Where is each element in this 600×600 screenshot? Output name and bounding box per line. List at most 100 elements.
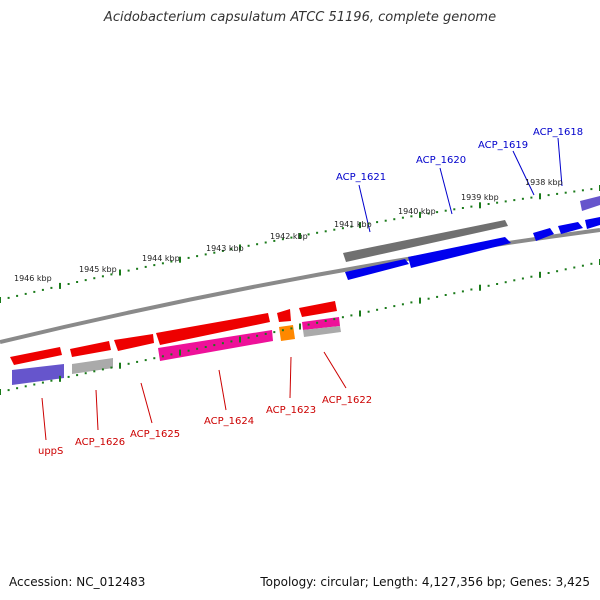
gene-arrow[interactable] bbox=[302, 317, 340, 330]
gene-arrow[interactable] bbox=[558, 222, 583, 234]
gene-arrow[interactable] bbox=[158, 330, 273, 361]
minor-tick bbox=[436, 211, 439, 214]
minor-tick bbox=[376, 221, 379, 224]
minor-tick bbox=[136, 267, 139, 270]
gene-label-upps[interactable]: uppS bbox=[38, 446, 63, 457]
minor-tick bbox=[581, 189, 584, 192]
minor-tick bbox=[547, 272, 550, 274]
gene-arrow[interactable] bbox=[345, 259, 409, 280]
scale-label: 1941 kbp bbox=[334, 220, 372, 229]
minor-tick bbox=[307, 323, 310, 326]
gene-label-acp-1618[interactable]: ACP_1618 bbox=[533, 127, 583, 138]
minor-tick bbox=[444, 209, 447, 212]
minor-tick bbox=[307, 233, 310, 236]
minor-tick bbox=[521, 277, 524, 280]
minor-tick bbox=[170, 260, 173, 263]
minor-tick bbox=[24, 292, 27, 295]
forward-gene-labels: ACP_1621 ACP_1620 ACP_1619 ACP_1618 bbox=[336, 127, 583, 183]
minor-tick bbox=[230, 340, 233, 343]
gene-arrow[interactable] bbox=[72, 358, 113, 374]
minor-tick bbox=[290, 236, 293, 239]
minor-tick bbox=[590, 188, 593, 191]
minor-tick bbox=[547, 194, 550, 197]
minor-tick bbox=[470, 205, 473, 208]
gene-arrow[interactable] bbox=[156, 313, 270, 345]
gene-label-acp-1626[interactable]: ACP_1626 bbox=[75, 437, 125, 448]
scale-label: 1944 kbp bbox=[142, 254, 180, 263]
minor-tick bbox=[556, 270, 559, 273]
minor-tick bbox=[281, 329, 284, 332]
gene-label-acp-1623[interactable]: ACP_1623 bbox=[266, 405, 316, 416]
minor-tick bbox=[504, 281, 507, 284]
gene-arrow[interactable] bbox=[70, 341, 111, 357]
minor-tick bbox=[273, 331, 276, 334]
gene-arrow[interactable] bbox=[299, 301, 337, 317]
minor-tick bbox=[101, 275, 104, 278]
gene-arrow[interactable] bbox=[114, 334, 154, 351]
major-tick bbox=[119, 269, 121, 276]
minor-tick bbox=[384, 219, 387, 222]
scale-label: 1942 kbp bbox=[270, 232, 308, 241]
minor-tick bbox=[410, 301, 413, 304]
gene-arrow[interactable] bbox=[343, 220, 508, 262]
gene-arrow[interactable] bbox=[277, 309, 291, 322]
minor-tick bbox=[264, 241, 267, 244]
minor-tick bbox=[230, 248, 233, 251]
minor-tick bbox=[67, 375, 70, 378]
minor-tick bbox=[221, 249, 224, 252]
scale-label: 1938 kbp bbox=[525, 178, 563, 187]
gene-arrow[interactable] bbox=[408, 237, 511, 268]
gene-label-acp-1625[interactable]: ACP_1625 bbox=[130, 429, 180, 440]
major-tick bbox=[359, 222, 361, 229]
minor-tick bbox=[316, 321, 319, 324]
minor-tick bbox=[50, 379, 53, 382]
gene-label-acp-1619[interactable]: ACP_1619 bbox=[478, 140, 528, 151]
minor-tick bbox=[436, 295, 439, 298]
map-title: Acidobacterium capsulatum ATCC 51196, co… bbox=[103, 10, 497, 25]
minor-tick bbox=[247, 244, 250, 247]
minor-tick bbox=[367, 310, 370, 313]
gene-label-acp-1624[interactable]: ACP_1624 bbox=[204, 416, 254, 427]
major-tick bbox=[539, 271, 541, 278]
minor-tick bbox=[204, 253, 207, 256]
major-tick bbox=[179, 349, 181, 356]
gene-arrow[interactable] bbox=[585, 217, 600, 229]
major-tick bbox=[0, 297, 1, 303]
minor-tick bbox=[144, 265, 147, 268]
minor-tick bbox=[84, 279, 87, 282]
minor-tick bbox=[144, 359, 147, 362]
scale-label: 1939 kbp bbox=[461, 193, 499, 202]
minor-tick bbox=[76, 374, 79, 377]
minor-tick bbox=[530, 196, 533, 199]
scale-label: 1943 kbp bbox=[206, 244, 244, 253]
minor-tick bbox=[264, 332, 267, 335]
gene-arrow[interactable] bbox=[10, 347, 62, 365]
minor-tick bbox=[196, 347, 199, 350]
minor-tick bbox=[153, 357, 156, 360]
gene-label-acp-1622[interactable]: ACP_1622 bbox=[322, 395, 372, 406]
major-tick bbox=[0, 389, 1, 395]
minor-tick bbox=[333, 318, 336, 321]
minor-tick bbox=[153, 264, 156, 267]
minor-tick bbox=[213, 344, 216, 347]
genome-summary-text: Topology: circular; Length: 4,127,356 bp… bbox=[260, 575, 590, 589]
gene-arrow[interactable] bbox=[303, 326, 341, 337]
minor-tick bbox=[204, 346, 207, 348]
gene-label-acp-1620[interactable]: ACP_1620 bbox=[416, 155, 466, 166]
gene-arrow[interactable] bbox=[580, 196, 600, 211]
minor-tick bbox=[350, 225, 353, 228]
major-tick bbox=[239, 336, 241, 343]
major-tick bbox=[179, 256, 181, 263]
minor-tick bbox=[213, 251, 216, 254]
gene-label-acp-1621[interactable]: ACP_1621 bbox=[336, 172, 386, 183]
minor-tick bbox=[41, 381, 44, 384]
minor-tick bbox=[256, 243, 259, 246]
minor-tick bbox=[93, 277, 96, 280]
minor-tick bbox=[161, 355, 164, 358]
reverse-leader-lines bbox=[41, 351, 347, 441]
gene-arrow[interactable] bbox=[533, 228, 554, 241]
major-tick bbox=[299, 233, 301, 239]
gene-arrow[interactable] bbox=[12, 364, 64, 385]
gene-arrow[interactable] bbox=[279, 325, 295, 341]
minor-tick bbox=[564, 191, 567, 194]
